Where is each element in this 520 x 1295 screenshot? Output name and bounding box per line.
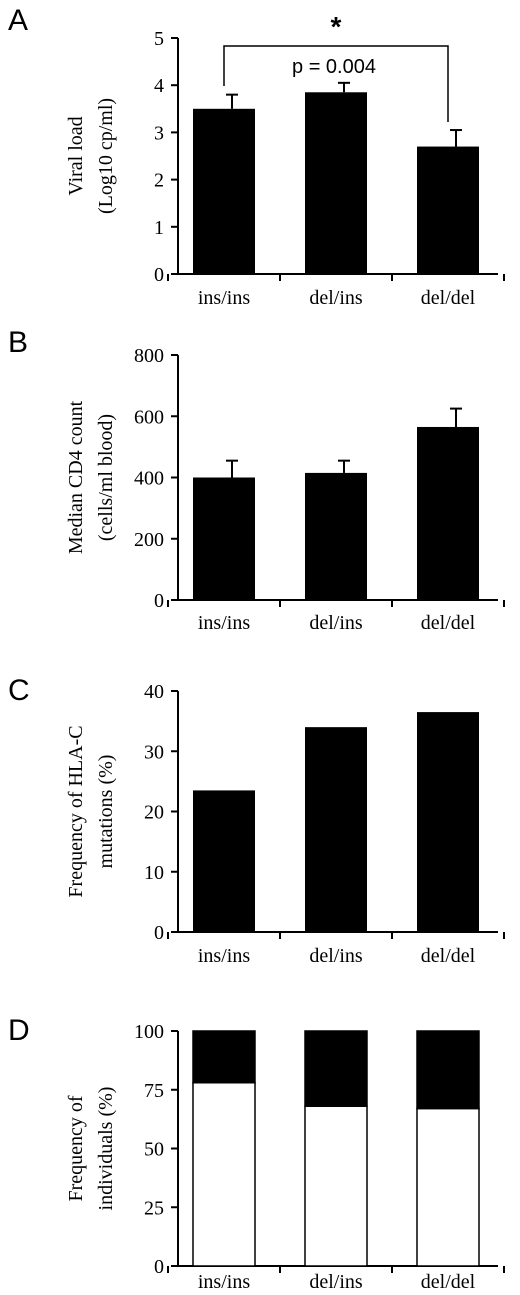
y-axis-label: mutations (%) xyxy=(95,755,117,869)
y-tick-label: 0 xyxy=(154,1256,164,1278)
panel-d: D 0 25 50 75 100 ins/ins del/ins del/del Frequenc… xyxy=(8,1014,505,1293)
panel-letter: B xyxy=(8,326,28,359)
y-tick-label: 5 xyxy=(154,28,164,50)
y-tick-label: 1 xyxy=(154,217,164,239)
y-tick-label: 100 xyxy=(134,1021,164,1043)
x-category-label: del/ins xyxy=(309,945,363,967)
y-tick-label: 0 xyxy=(154,922,164,944)
y-tick-label: 400 xyxy=(134,468,164,490)
y-axis-label: Frequency of HLA-C xyxy=(65,725,87,897)
panel-letter: D xyxy=(8,1014,30,1047)
significance-bracket xyxy=(223,45,449,122)
y-tick-label: 40 xyxy=(144,681,164,703)
bar xyxy=(417,426,479,600)
y-tick-label: 10 xyxy=(144,862,164,884)
y-tick-label: 25 xyxy=(144,1197,164,1219)
x-category-label: ins/ins xyxy=(198,287,250,309)
bar xyxy=(305,92,367,274)
y-axis-label: (Log10 cp/ml) xyxy=(95,98,117,214)
stacked-bar-segment xyxy=(304,1030,368,1107)
y-tick-label: 50 xyxy=(144,1139,164,1161)
bar xyxy=(417,712,479,932)
bar xyxy=(305,472,367,600)
panel-b: B 0 200 400 600 800 ins/ins del/ins del/del Media… xyxy=(8,326,505,634)
stacked-bar-segment xyxy=(192,1081,256,1267)
x-category-label: ins/ins xyxy=(198,945,250,967)
x-category-label: del/ins xyxy=(309,287,363,309)
stacked-bar-segment xyxy=(192,1030,256,1084)
stacked-bar-segment xyxy=(304,1105,368,1267)
bar xyxy=(193,108,255,274)
y-tick-label: 0 xyxy=(154,590,164,612)
y-axis-label: (cells/ml blood) xyxy=(95,414,117,541)
bar xyxy=(417,146,479,274)
y-tick-label: 2 xyxy=(154,170,164,192)
x-category-label: del/del xyxy=(421,287,476,309)
panel-letter: C xyxy=(8,674,30,707)
y-axis-label: individuals (%) xyxy=(95,1087,117,1211)
p-value-label: p = 0.004 xyxy=(292,56,376,78)
y-tick-label: 600 xyxy=(134,406,164,428)
y-tick-label: 3 xyxy=(154,122,164,144)
y-tick-label: 0 xyxy=(154,264,164,286)
y-axis-label: Viral load xyxy=(65,116,87,195)
y-tick-label: 75 xyxy=(144,1080,164,1102)
panel-letter: A xyxy=(8,4,28,37)
y-tick-label: 30 xyxy=(144,741,164,763)
bar xyxy=(193,477,255,600)
significance-star: * xyxy=(331,11,342,42)
stacked-bar-segment xyxy=(416,1107,480,1267)
stacked-bar-segment xyxy=(416,1030,480,1110)
y-tick-label: 20 xyxy=(144,802,164,824)
x-category-label: del/del xyxy=(421,945,476,967)
y-tick-label: 200 xyxy=(134,529,164,551)
x-category-label: ins/ins xyxy=(198,1271,250,1293)
x-category-label: del/ins xyxy=(309,1271,363,1293)
x-category-label: ins/ins xyxy=(198,612,250,634)
y-tick-label: 4 xyxy=(154,75,164,97)
x-category-label: del/del xyxy=(421,1271,476,1293)
y-axis-label: Frequency of xyxy=(65,1095,87,1201)
y-axis-label: Median CD4 count xyxy=(65,400,87,554)
x-category-label: del/del xyxy=(421,612,476,634)
y-tick-label: 800 xyxy=(134,345,164,367)
panel-a: A 0 1 2 3 4 5 ins/ins del/ins del/del Viral load (L… xyxy=(8,4,505,309)
panel-c: C 0 10 20 30 40 ins/ins del/ins del/del Frequency… xyxy=(8,674,505,967)
x-category-label: del/ins xyxy=(309,612,363,634)
bar xyxy=(305,727,367,932)
bar xyxy=(193,790,255,932)
